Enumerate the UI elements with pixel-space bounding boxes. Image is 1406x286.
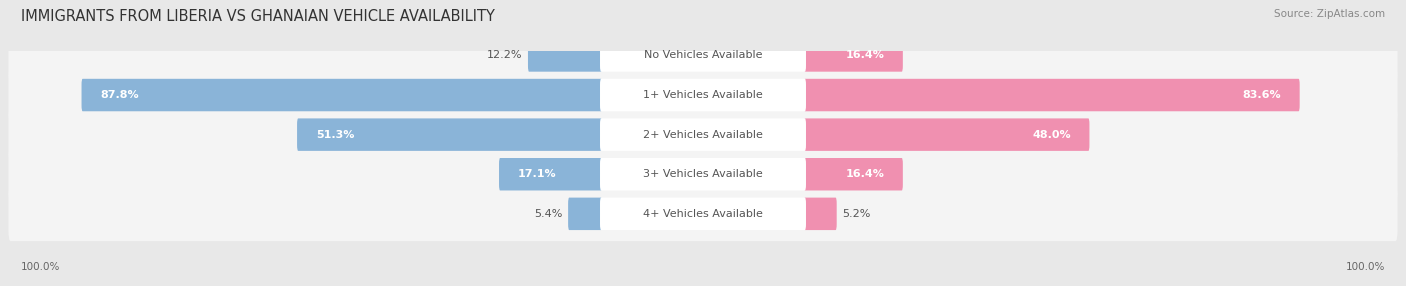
FancyBboxPatch shape <box>8 107 1398 162</box>
Text: 4+ Vehicles Available: 4+ Vehicles Available <box>643 209 763 219</box>
FancyBboxPatch shape <box>804 198 837 230</box>
Text: 5.2%: 5.2% <box>842 209 872 219</box>
Text: 3+ Vehicles Available: 3+ Vehicles Available <box>643 169 763 179</box>
FancyBboxPatch shape <box>8 68 1398 122</box>
FancyBboxPatch shape <box>297 118 602 151</box>
FancyBboxPatch shape <box>600 158 806 190</box>
FancyBboxPatch shape <box>568 198 602 230</box>
Text: 16.4%: 16.4% <box>845 50 884 60</box>
FancyBboxPatch shape <box>804 158 903 190</box>
Text: 48.0%: 48.0% <box>1032 130 1071 140</box>
Text: 5.4%: 5.4% <box>534 209 562 219</box>
Text: 100.0%: 100.0% <box>21 262 60 272</box>
Text: 17.1%: 17.1% <box>517 169 557 179</box>
Text: 16.4%: 16.4% <box>845 169 884 179</box>
Text: 12.2%: 12.2% <box>486 50 522 60</box>
FancyBboxPatch shape <box>600 79 806 111</box>
Text: 83.6%: 83.6% <box>1243 90 1281 100</box>
FancyBboxPatch shape <box>8 28 1398 83</box>
FancyBboxPatch shape <box>600 39 806 72</box>
Text: No Vehicles Available: No Vehicles Available <box>644 50 762 60</box>
Text: 100.0%: 100.0% <box>1346 262 1385 272</box>
FancyBboxPatch shape <box>499 158 602 190</box>
FancyBboxPatch shape <box>804 79 1299 111</box>
Text: 87.8%: 87.8% <box>100 90 139 100</box>
FancyBboxPatch shape <box>804 118 1090 151</box>
FancyBboxPatch shape <box>600 118 806 151</box>
FancyBboxPatch shape <box>8 186 1398 241</box>
FancyBboxPatch shape <box>529 39 602 72</box>
FancyBboxPatch shape <box>8 147 1398 202</box>
FancyBboxPatch shape <box>82 79 602 111</box>
FancyBboxPatch shape <box>600 198 806 230</box>
Text: 1+ Vehicles Available: 1+ Vehicles Available <box>643 90 763 100</box>
FancyBboxPatch shape <box>804 39 903 72</box>
Text: 2+ Vehicles Available: 2+ Vehicles Available <box>643 130 763 140</box>
Text: 51.3%: 51.3% <box>316 130 354 140</box>
Text: Source: ZipAtlas.com: Source: ZipAtlas.com <box>1274 9 1385 19</box>
Text: IMMIGRANTS FROM LIBERIA VS GHANAIAN VEHICLE AVAILABILITY: IMMIGRANTS FROM LIBERIA VS GHANAIAN VEHI… <box>21 9 495 23</box>
